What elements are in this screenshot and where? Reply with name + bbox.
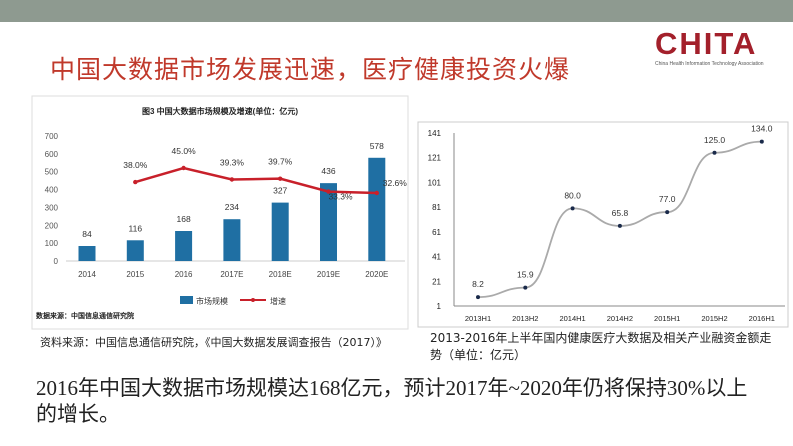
growth-point [374,190,379,196]
data-point [665,210,670,215]
data-value-label: 65.8 [612,208,629,218]
bar-value-label: 116 [129,223,143,233]
x-tick-label: 2014H2 [607,314,633,323]
x-tick-label: 2016 [175,270,193,279]
bar-value-label: 327 [273,186,287,196]
bar [78,246,96,261]
bar [320,183,337,261]
data-value-label: 77.0 [659,194,676,204]
y-tick-label: 700 [45,132,59,141]
y-tick-label: 200 [45,221,59,230]
data-value-label: 80.0 [564,190,581,200]
bar-value-label: 168 [177,214,191,224]
logo-subtitle: China Health Information Technology Asso… [655,61,764,67]
x-tick-label: 2013H2 [512,314,538,323]
growth-value-label: 39.3% [220,157,245,167]
growth-point [278,176,283,181]
chita-logo: CHITA China Health Information Technolog… [655,26,790,70]
bar-value-label: 436 [321,166,335,176]
x-tick-label: 2014 [78,270,96,279]
growth-point [133,179,138,185]
growth-line [134,166,377,195]
x-tick-label: 2020E [365,270,388,279]
y-tick-label: 61 [432,228,441,237]
left-chart-source: 数据来源：中国信息通信研究院 [36,311,134,320]
x-tick-label: 2014H1 [559,314,585,323]
data-point [617,223,622,228]
y-tick-label: 300 [45,203,59,212]
growth-value-label: 39.7% [268,157,293,167]
x-tick-label: 2013H1 [465,314,491,323]
growth-point [229,177,235,182]
growth-value-label: 38.0% [123,160,148,170]
data-value-label: 15.9 [517,270,534,280]
data-value-label: 125.0 [704,135,726,145]
data-value-label: 134.0 [751,124,773,134]
slide-title: 中国大数据市场发展迅速，医疗健康投资火爆 [50,55,571,84]
y-tick-label: 81 [432,203,441,212]
bar-value-label: 234 [225,202,239,212]
y-tick-label: 500 [45,168,59,177]
legend-bar-label: 市场规模 [196,296,228,306]
left-chart-frame [31,95,409,330]
bar-value-label: 578 [370,141,384,151]
y-tick-label: 400 [45,186,59,195]
growth-value-label: 45.0% [172,146,197,156]
right-chart-caption: 2013-2016年上半年国内健康医疗大数据及相关产业融资金额走势（单位：亿元） [430,331,772,362]
body-text: 2016年中国大数据市场规模达168亿元，预计2017年~2020年仍将保持30… [36,376,748,426]
data-point [476,295,480,300]
y-tick-label: 21 [432,277,441,286]
y-tick-label: 1 [437,302,442,311]
x-tick-label: 2015H1 [654,314,680,323]
left-source-caption: 资料来源：中国信息通信研究院，《中国大数据发展调查报告（2017）》 [40,336,387,349]
y-tick-label: 600 [45,150,59,159]
x-tick-label: 2016H1 [749,314,775,323]
y-tick-label: 0 [54,257,59,266]
data-point [759,139,764,144]
bar [223,219,241,261]
bar [126,240,144,261]
bar-value-label: 84 [82,229,92,239]
x-tick-label: 2017E [220,270,243,279]
legend-bar-swatch [180,296,193,304]
bar [368,157,386,261]
growth-point [181,165,186,171]
data-value-label: 8.2 [472,279,484,289]
x-tick-label: 2019E [317,270,340,279]
growth-point [326,189,331,194]
x-tick-label: 2015H2 [701,314,727,323]
y-tick-label: 141 [428,129,442,138]
growth-value-label: 32.6% [383,178,408,188]
y-tick-label: 101 [428,178,442,187]
y-tick-label: 121 [428,154,442,163]
legend-line-marker [251,298,255,302]
right-chart-frame [417,121,789,328]
y-tick-label: 100 [45,239,59,248]
growth-value-label: 33.3% [328,192,353,202]
data-point [570,206,575,211]
top-bar [0,0,793,22]
y-tick-label: 41 [432,253,441,262]
x-tick-label: 2015 [126,270,144,279]
logo-text: CHITA [655,26,758,61]
data-point [712,150,717,155]
legend-line-label: 增速 [270,296,286,306]
bar [175,231,193,261]
left-chart-title: 图3 中国大数据市场规模及增速(单位：亿元) [142,106,298,116]
bar [271,202,289,261]
x-tick-label: 2018E [269,270,292,279]
data-point [523,285,528,290]
